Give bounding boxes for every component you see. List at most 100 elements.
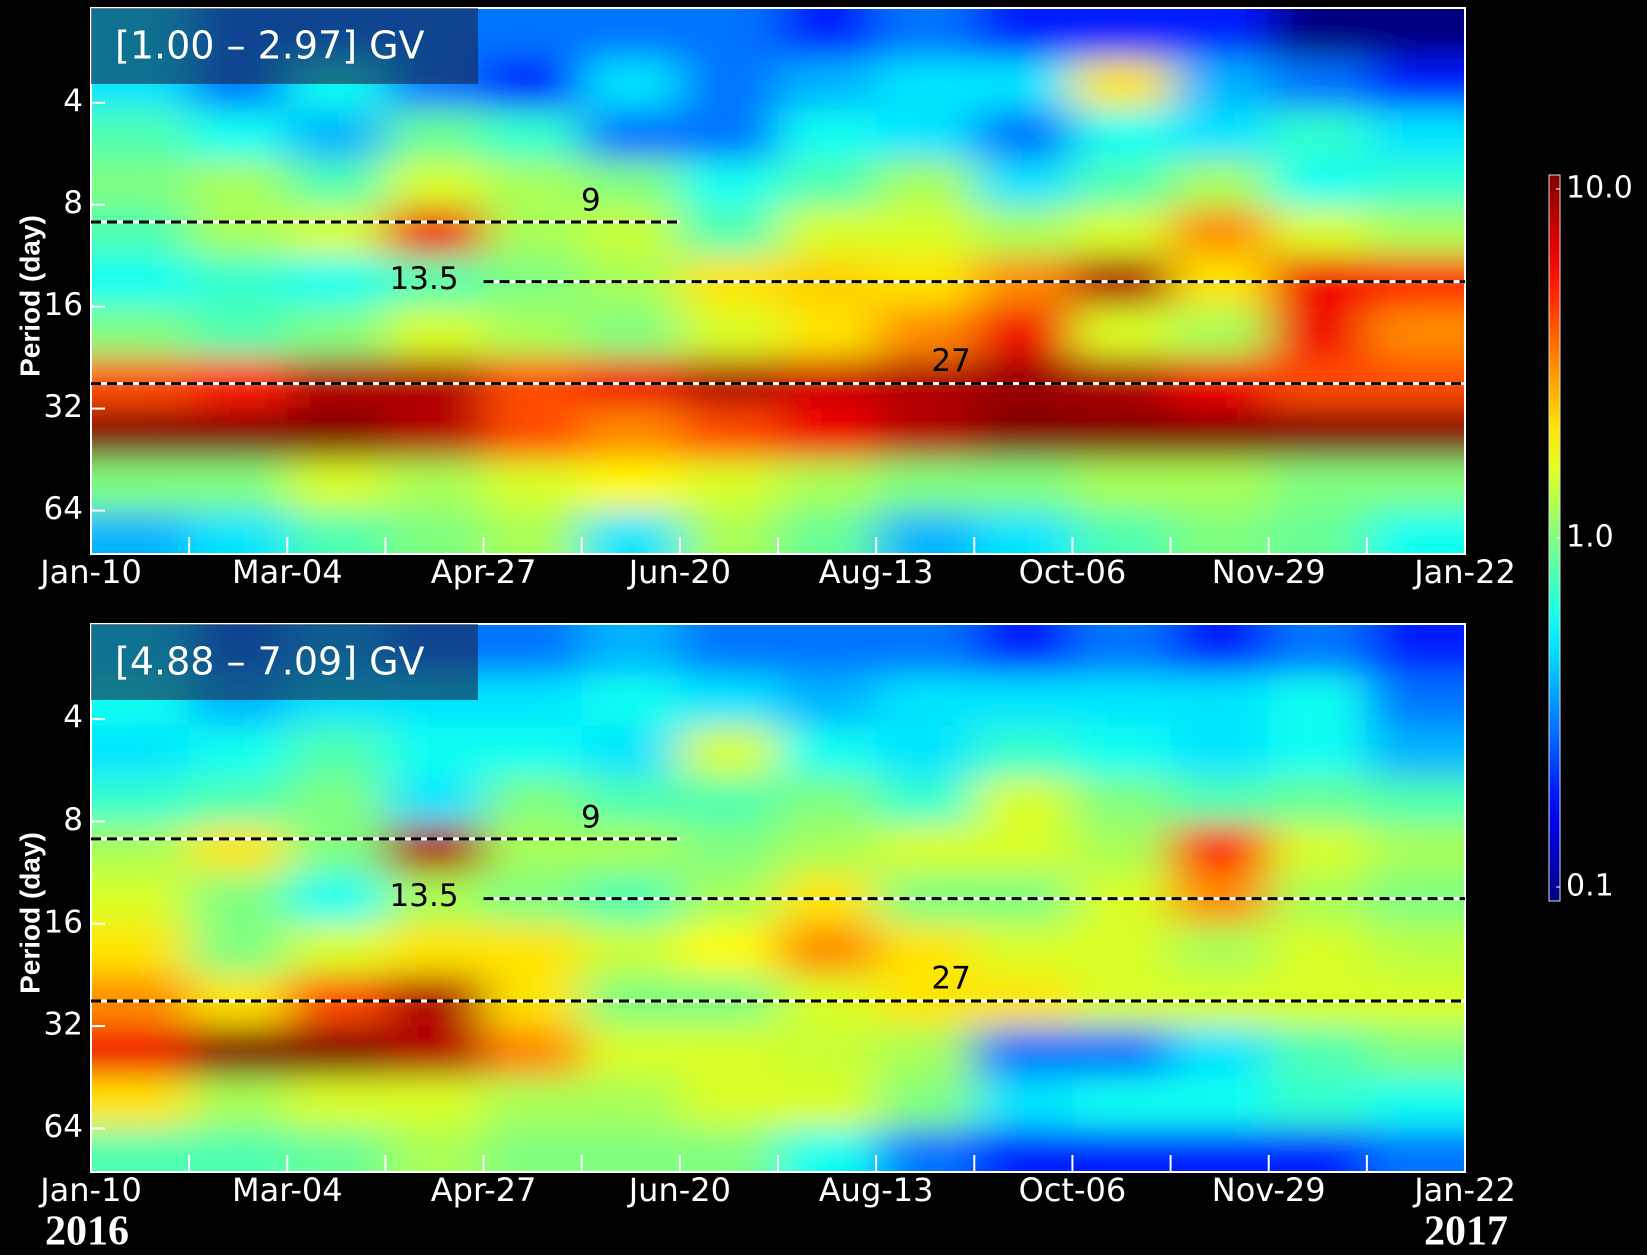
- year-label: 2016: [45, 1209, 129, 1255]
- power-cell: [581, 58, 681, 111]
- power-cell: [778, 58, 878, 111]
- power-cell: [778, 109, 878, 162]
- power-cell: [1072, 8, 1172, 60]
- power-cell: [483, 1077, 583, 1130]
- power-cell: [1268, 109, 1368, 162]
- power-cell: [876, 160, 976, 209]
- power-cell: [287, 306, 387, 359]
- power-cell: [189, 255, 289, 308]
- power-cell: [1170, 674, 1270, 727]
- power-cell: [876, 8, 976, 60]
- power-cell: [91, 776, 191, 826]
- heatmap-cells: [91, 8, 1465, 554]
- colorbar-tick-label: 10.0: [1566, 171, 1633, 206]
- power-cell: [287, 725, 387, 778]
- x-tick-label: Jun-20: [627, 553, 731, 591]
- y-axis-title: Period (day): [14, 215, 45, 377]
- power-cell: [1072, 510, 1172, 554]
- power-cell: [287, 510, 387, 554]
- power-cell: [974, 1128, 1074, 1172]
- x-tick-label: Apr-27: [431, 553, 537, 591]
- power-cell: [91, 207, 191, 257]
- power-cell: [679, 824, 779, 874]
- power-cell: [974, 306, 1074, 359]
- power-cell: [1170, 207, 1270, 257]
- x-tick-label: Jan-10: [38, 553, 142, 591]
- power-cell: [778, 923, 878, 977]
- power-cell: [91, 824, 191, 874]
- power-cell: [679, 624, 779, 676]
- power-cell: [679, 674, 779, 727]
- power-cell: [287, 255, 387, 308]
- power-cell: [1268, 776, 1368, 826]
- power-cell: [483, 1026, 583, 1079]
- power-cell: [1366, 160, 1465, 209]
- power-cell: [679, 109, 779, 162]
- power-cell: [385, 207, 485, 257]
- power-cell: [1170, 776, 1270, 826]
- power-cell: [581, 408, 681, 461]
- power-cell: [91, 459, 191, 512]
- power-cell: [385, 255, 485, 308]
- power-cell: [91, 1026, 191, 1079]
- power-cell: [876, 408, 976, 461]
- power-cell: [1366, 306, 1465, 359]
- power-cell: [483, 408, 583, 461]
- power-cell: [91, 1077, 191, 1130]
- power-cell: [778, 160, 878, 209]
- x-tick-label: Aug-13: [819, 553, 934, 591]
- power-cell: [1072, 306, 1172, 359]
- power-cell: [385, 923, 485, 977]
- power-cell: [1072, 725, 1172, 778]
- power-cell: [1366, 725, 1465, 778]
- power-cell: [1072, 1128, 1172, 1172]
- power-cell: [876, 1077, 976, 1130]
- power-cell: [189, 109, 289, 162]
- power-cell: [778, 459, 878, 512]
- y-tick-label: 4: [63, 83, 83, 119]
- power-cell: [189, 872, 289, 925]
- power-cell: [581, 674, 681, 727]
- title-box: [91, 624, 478, 700]
- power-cell: [1268, 824, 1368, 874]
- power-cell: [1268, 408, 1368, 461]
- power-cell: [876, 674, 976, 727]
- panel-title: [1.00 – 2.97] GV: [115, 24, 425, 68]
- power-cell: [1072, 160, 1172, 209]
- power-cell: [189, 824, 289, 874]
- y-tick-label: 8: [63, 185, 83, 221]
- power-cell: [1268, 58, 1368, 111]
- power-cell: [189, 510, 289, 554]
- power-cell: [91, 923, 191, 977]
- power-cell: [483, 824, 583, 874]
- x-tick-label: Jun-20: [627, 1171, 731, 1209]
- power-cell: [581, 923, 681, 977]
- colorbar-tick-label: 1.0: [1566, 520, 1614, 555]
- period-label: 27: [931, 343, 970, 379]
- power-cell: [91, 160, 191, 209]
- power-cell: [483, 8, 583, 60]
- power-cell: [1170, 160, 1270, 209]
- power-cell: [1268, 306, 1368, 359]
- power-cell: [1366, 109, 1465, 162]
- power-cell: [974, 160, 1074, 209]
- power-cell: [1072, 923, 1172, 977]
- power-cell: [385, 776, 485, 826]
- y-tick-label: 64: [44, 1109, 83, 1145]
- power-cell: [287, 1128, 387, 1172]
- heatmap-cells: [91, 624, 1465, 1172]
- power-cell: [189, 1077, 289, 1130]
- power-cell: [1268, 207, 1368, 257]
- x-tick-label: Mar-04: [232, 553, 343, 591]
- power-cell: [189, 725, 289, 778]
- power-cell: [778, 510, 878, 554]
- power-cell: [287, 408, 387, 461]
- power-cell: [876, 923, 976, 977]
- power-cell: [1072, 624, 1172, 676]
- colorbar-tick-label: 0.1: [1566, 869, 1614, 904]
- power-cell: [287, 923, 387, 977]
- power-cell: [1170, 8, 1270, 60]
- power-cell: [189, 776, 289, 826]
